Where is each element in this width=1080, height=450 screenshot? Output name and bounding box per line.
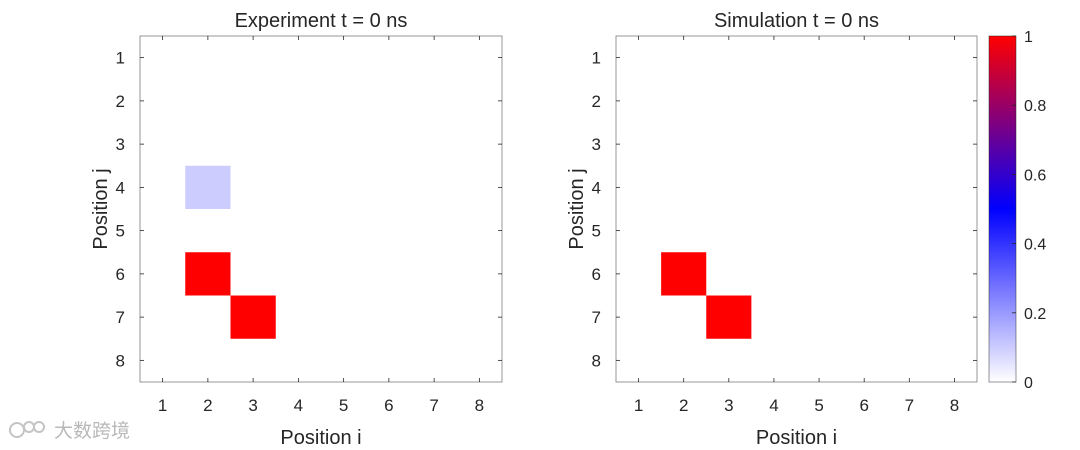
x-tick-label: 8 [950,396,959,415]
heatmap-cell [706,295,752,339]
y-tick-label: 7 [116,308,125,327]
colorbar: 0 0.2 0.4 0.6 0.8 1 [988,29,1046,392]
colorbar-tick-label: 0.6 [1024,167,1046,184]
simulation-heatmap: 1 2 3 4 5 6 7 8 1 2 3 4 5 6 7 8 Simulation t = 0 ns Posit… [566,10,978,449]
x-tick-label: 5 [339,396,348,415]
colorbar-tick-label: 0.2 [1024,306,1046,323]
x-axis-label: Position i [280,427,361,449]
x-tick-label: 5 [814,396,823,415]
chart-title: Simulation t = 0 ns [714,10,879,32]
y-tick-label: 6 [592,265,601,284]
y-axis-label: Position j [90,168,112,249]
colorbar-tick-label: 0 [1024,375,1033,392]
y-tick-label: 7 [592,308,601,327]
y-tick-label: 2 [592,92,601,111]
y-tick-label: 5 [592,222,601,241]
y-tick-label: 5 [116,222,125,241]
x-tick-label: 7 [905,396,914,415]
x-tick-label: 1 [634,396,643,415]
y-tick-label: 4 [592,178,601,197]
watermark: 大数跨境 [8,416,130,443]
chart-title: Experiment t = 0 ns [235,10,408,32]
plot-frame [615,35,978,383]
heatmap-cell [230,295,276,339]
x-tick-label: 7 [429,396,438,415]
x-tick-label: 3 [724,396,733,415]
colorbar-tick-label: 0.8 [1024,98,1046,115]
heatmap-cell [185,165,231,209]
x-tick-label: 2 [203,396,212,415]
y-tick-label: 1 [116,49,125,68]
x-tick-label: 4 [294,396,303,415]
brand-logo-icon [9,420,45,438]
heatmap-cell [661,252,707,296]
y-tick-label: 6 [116,265,125,284]
y-tick-label: 3 [116,135,125,154]
watermark-text: 大数跨境 [54,420,131,442]
x-tick-label: 6 [859,396,868,415]
y-axis-label: Position j [566,168,588,249]
x-tick-label: 4 [769,396,778,415]
experiment-heatmap: 1 2 3 4 5 6 7 8 1 2 3 4 5 6 7 8 Experiment t = 0 ns Posit… [90,10,503,449]
y-tick-label: 3 [592,135,601,154]
heatmap-cell [185,252,231,296]
y-tick-label: 1 [592,49,601,68]
colorbar-gradient [989,36,1016,382]
x-tick-label: 3 [248,396,257,415]
plot-frame [139,35,503,383]
colorbar-frame [988,35,1017,383]
y-tick-label: 8 [116,351,125,370]
y-tick-label: 2 [116,92,125,111]
x-tick-label: 2 [679,396,688,415]
plot-area [616,36,977,382]
x-tick-label: 6 [384,396,393,415]
y-tick-label: 8 [592,351,601,370]
x-tick-label: 8 [475,396,484,415]
colorbar-tick-label: 0.4 [1024,237,1046,254]
x-tick-label: 1 [158,396,167,415]
colorbar-tick-label: 1 [1024,29,1033,46]
x-axis-label: Position i [756,427,837,449]
y-tick-label: 4 [116,178,125,197]
